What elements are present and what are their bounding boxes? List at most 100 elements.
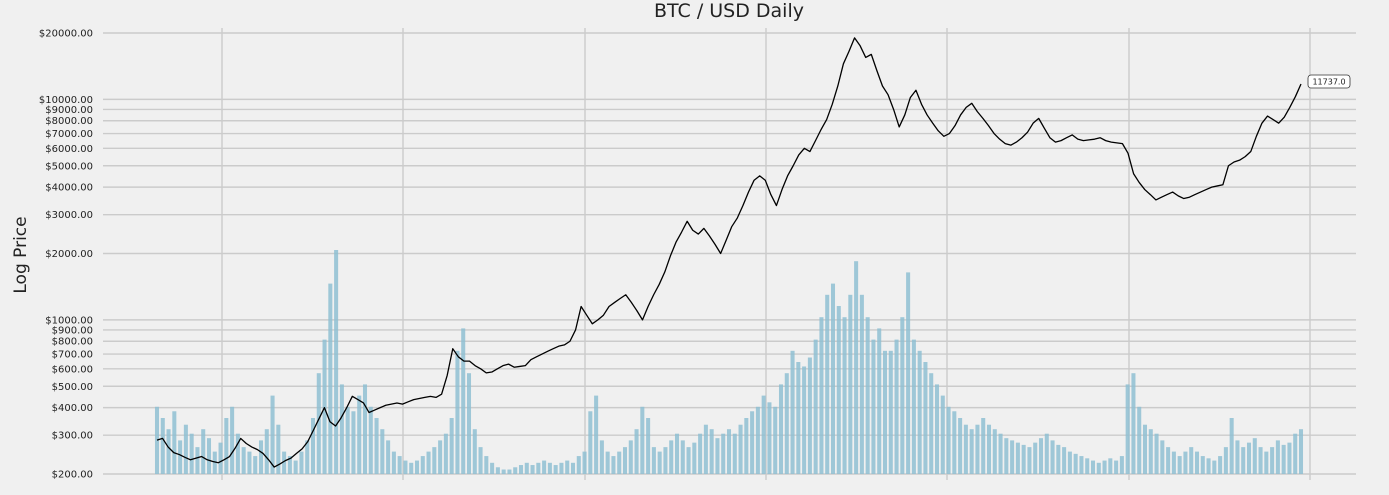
y-tick-label: $6000.00 bbox=[45, 144, 93, 155]
volume-bars bbox=[154, 250, 1304, 474]
volume-bar bbox=[1114, 460, 1119, 474]
volume-bar bbox=[911, 339, 916, 474]
volume-bar bbox=[507, 469, 512, 474]
volume-bar bbox=[397, 456, 402, 474]
volume-bar bbox=[166, 429, 171, 474]
volume-bar bbox=[1281, 444, 1286, 474]
volume-bar bbox=[940, 395, 945, 474]
y-tick-label: $200.00 bbox=[52, 470, 93, 481]
volume-bar bbox=[836, 306, 841, 474]
last-price-box bbox=[1307, 74, 1351, 89]
volume-bar bbox=[1241, 447, 1246, 474]
volume-bar bbox=[230, 406, 235, 474]
volume-bar bbox=[784, 373, 789, 474]
volume-bar bbox=[877, 328, 882, 474]
volume-bar bbox=[282, 451, 287, 474]
volume-bar bbox=[1194, 451, 1200, 474]
volume-bar bbox=[455, 350, 460, 474]
volume-bar bbox=[1287, 442, 1292, 474]
volume-bar bbox=[449, 418, 454, 474]
volume-bar bbox=[900, 317, 905, 474]
volume-bar bbox=[634, 429, 639, 474]
volume-bar bbox=[524, 462, 529, 474]
y-tick-label: $4000.00 bbox=[45, 183, 93, 194]
volume-bar bbox=[813, 339, 818, 474]
volume-bar bbox=[981, 418, 986, 474]
volume-bar bbox=[582, 451, 587, 474]
volume-bar bbox=[495, 467, 500, 474]
volume-bar bbox=[923, 362, 928, 474]
volume-bar bbox=[270, 395, 275, 474]
last-price-label: 11737.0 bbox=[1312, 78, 1345, 87]
volume-bar bbox=[478, 447, 483, 474]
volume-bar bbox=[1212, 460, 1217, 474]
volume-bar bbox=[663, 447, 668, 474]
volume-bar bbox=[894, 339, 899, 474]
volume-bar bbox=[750, 411, 755, 474]
volume-bar bbox=[807, 357, 812, 474]
volume-bar bbox=[299, 451, 304, 474]
volume-bar bbox=[501, 469, 506, 474]
volume-bar bbox=[172, 411, 177, 474]
volume-bar bbox=[651, 447, 656, 474]
volume-bar bbox=[374, 418, 379, 474]
volume-bar bbox=[767, 402, 772, 474]
volume-bar bbox=[570, 462, 576, 474]
volume-bar bbox=[998, 433, 1003, 474]
volume-bar bbox=[160, 418, 165, 474]
volume-bar bbox=[888, 350, 893, 474]
volume-bar bbox=[975, 424, 980, 474]
volume-bar bbox=[669, 440, 674, 474]
volume-bar bbox=[305, 440, 310, 474]
volume-bar bbox=[611, 456, 616, 474]
volume-bar bbox=[368, 406, 373, 474]
volume-bar bbox=[871, 339, 876, 474]
volume-bar bbox=[380, 429, 385, 474]
volume-bar bbox=[466, 373, 472, 474]
volume-bar bbox=[703, 424, 708, 474]
volume-bar bbox=[178, 440, 183, 474]
volume-bar bbox=[819, 317, 824, 474]
volume-bar bbox=[882, 350, 888, 474]
volume-bar bbox=[1085, 458, 1090, 474]
volume-bar bbox=[1131, 373, 1136, 474]
volume-bar bbox=[357, 395, 362, 474]
volume-bar bbox=[206, 438, 212, 474]
volume-bar bbox=[547, 462, 552, 474]
y-tick-label: $400.00 bbox=[52, 403, 93, 414]
volume-bar bbox=[258, 440, 264, 474]
volume-bar bbox=[334, 250, 339, 474]
y-tick-label: $1000.00 bbox=[45, 315, 93, 326]
volume-bar bbox=[605, 451, 610, 474]
volume-bar bbox=[189, 433, 194, 474]
volume-bar bbox=[1264, 451, 1269, 474]
y-tick-label: $20000.00 bbox=[39, 29, 93, 40]
volume-bar bbox=[1270, 447, 1275, 474]
volume-bar bbox=[183, 424, 188, 474]
volume-bar bbox=[1166, 447, 1171, 474]
volume-bar bbox=[963, 424, 968, 474]
volume-bar bbox=[744, 418, 749, 474]
volume-bar bbox=[195, 447, 200, 474]
volume-bar bbox=[1160, 440, 1165, 474]
y-tick-label: $9000.00 bbox=[45, 105, 93, 116]
y-tick-label: $5000.00 bbox=[45, 161, 93, 172]
volume-bar bbox=[1062, 447, 1067, 474]
volume-bar bbox=[1235, 440, 1240, 474]
y-tick-label: $300.00 bbox=[52, 431, 93, 442]
volume-bar bbox=[657, 451, 662, 474]
volume-bar bbox=[1067, 451, 1072, 474]
horizontal-gridlines bbox=[103, 32, 1356, 475]
volume-bar bbox=[484, 456, 489, 474]
y-tick-label: $7000.00 bbox=[45, 129, 93, 140]
volume-bar bbox=[1073, 453, 1078, 474]
volume-bar bbox=[946, 406, 951, 474]
volume-bar bbox=[565, 460, 570, 474]
volume-bar bbox=[698, 433, 703, 474]
volume-bar bbox=[553, 465, 558, 474]
y-tick-label: $700.00 bbox=[52, 350, 93, 361]
volume-bar bbox=[1142, 424, 1148, 474]
volume-bar bbox=[969, 429, 974, 474]
volume-bar bbox=[934, 384, 940, 474]
